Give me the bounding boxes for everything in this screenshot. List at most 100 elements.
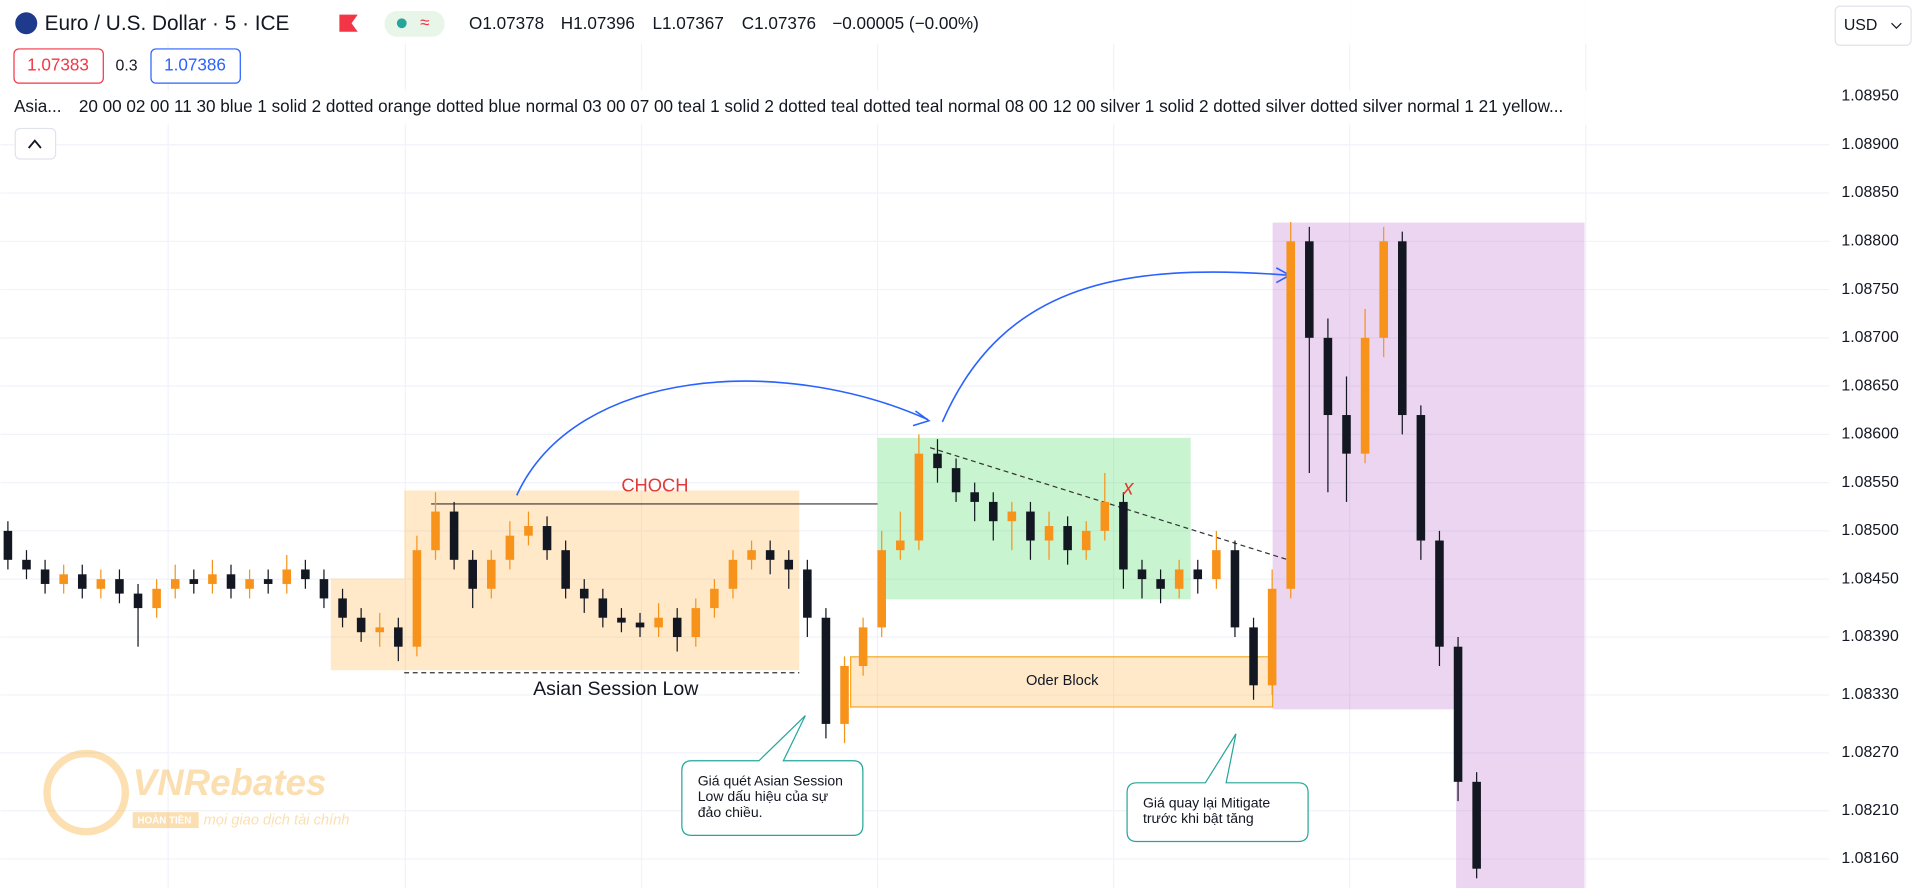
candle-body (77, 574, 87, 589)
y-tick-label: 1.08750 (1841, 281, 1899, 298)
watermark-tag-bg (132, 812, 199, 829)
candle-body (896, 540, 905, 551)
annotations: CHOCH Asian Session Low Oder Block x Giá… (533, 475, 1270, 827)
candle-body (1397, 241, 1407, 416)
y-tick-label: 1.08800 (1841, 233, 1899, 250)
candle-body (22, 559, 31, 570)
indicator-name[interactable]: Asia... (14, 97, 62, 116)
candle-body (1323, 337, 1333, 416)
flag-icon[interactable] (339, 14, 358, 32)
choch-label: CHOCH (621, 475, 688, 496)
candle-body (1193, 569, 1203, 580)
candle-body (115, 579, 124, 594)
y-tick-label: 1.08270 (1841, 744, 1899, 761)
candle-body (3, 530, 13, 560)
y-tick-label: 1.08550 (1841, 474, 1899, 491)
header: Euro / U.S. Dollar · 5 · ICE ≈ O1.07378 … (0, 0, 1912, 160)
price-axis: 1.08160 1.08210 1.08270 1.08330 1.08390 1.084… (1841, 88, 1899, 868)
y-tick-label: 1.08650 (1841, 377, 1899, 394)
y-tick-label: 1.08850 (1841, 184, 1899, 201)
candle-body (468, 559, 477, 589)
currency: USD (1844, 17, 1878, 34)
y-tick-label: 1.08950 (1841, 88, 1899, 105)
candle-body (1026, 511, 1035, 541)
candle-body (431, 511, 440, 551)
candle-body (1100, 501, 1110, 531)
callout (1126, 733, 1309, 843)
candle-body (263, 579, 273, 584)
callout-text: Low dấu hiệu của sự (698, 788, 828, 804)
ohlc-close: C1.07376 (742, 14, 816, 33)
callout-text: trước khi bật tăng (1143, 810, 1254, 826)
currency-select[interactable] (1834, 5, 1912, 46)
candle-body (1379, 241, 1388, 338)
dropdown-icon (1891, 22, 1902, 29)
candle-body (821, 617, 831, 724)
candle-body (784, 559, 794, 570)
candle-body (40, 569, 50, 584)
candle-body (542, 526, 552, 551)
candle-body (579, 588, 589, 599)
candle-body (1342, 415, 1351, 454)
candle-body (1267, 588, 1277, 686)
candle-body (1044, 526, 1054, 541)
candle-body (1305, 241, 1314, 338)
candles (3, 222, 1481, 879)
candle-body (747, 550, 756, 560)
candle-body (1360, 337, 1370, 454)
y-tick-label: 1.08450 (1841, 570, 1899, 587)
invalid-mark: x (1122, 477, 1134, 500)
candle-body (301, 569, 310, 580)
sell-button[interactable] (13, 48, 104, 84)
candle-body (189, 579, 199, 584)
arrow (941, 271, 1289, 423)
collapse-button[interactable] (14, 127, 57, 160)
buy-button[interactable] (150, 48, 241, 84)
candle-body (914, 453, 924, 541)
y-tick-label: 1.08390 (1841, 628, 1899, 645)
y-tick-label: 1.08160 (1841, 850, 1899, 867)
candle-body (728, 559, 738, 589)
order-block (850, 656, 1274, 708)
candle-body (635, 622, 645, 628)
arrow (516, 380, 929, 496)
target-zone (1272, 222, 1585, 888)
watermark-tag: HOÀN TIỀN (138, 814, 192, 826)
ohlc-open: O1.07378 (469, 14, 544, 33)
candle-body (170, 579, 180, 589)
candle-body (710, 588, 719, 609)
candle-body (524, 526, 533, 536)
candle-body (840, 666, 849, 724)
candle-body (375, 627, 385, 633)
asian-low-label: Asian Session Low (533, 678, 699, 700)
callout-text: Giá quay lại Mitigate (1143, 794, 1270, 810)
sell-price: 1.07383 (27, 56, 89, 75)
candle-body (505, 535, 515, 560)
candle-body (412, 550, 422, 647)
candle-body (1156, 579, 1165, 589)
ohlc-high: H1.07396 (561, 14, 635, 33)
candle-body (1174, 569, 1184, 589)
candle-body (1081, 530, 1091, 551)
candle-body (449, 511, 459, 560)
candle-body (672, 617, 682, 638)
order-block-label: Oder Block (1026, 673, 1099, 689)
candle-body (226, 574, 236, 589)
candle-body (1212, 550, 1221, 580)
status-pill[interactable] (384, 11, 445, 37)
candle-body (1416, 415, 1426, 541)
y-tick-label: 1.08500 (1841, 522, 1899, 539)
trend-line (929, 447, 1298, 564)
candle-body (933, 453, 942, 469)
status-dot (396, 18, 407, 29)
candle-body (208, 574, 217, 584)
candle-body (970, 492, 979, 502)
header-bg (0, 0, 1830, 45)
buy-price: 1.07386 (164, 56, 226, 75)
candle-body (1007, 511, 1017, 522)
candle-body (654, 617, 663, 628)
candle-body (1435, 540, 1444, 647)
candle-body (282, 569, 292, 584)
y-tick-label: 1.08700 (1841, 329, 1899, 346)
